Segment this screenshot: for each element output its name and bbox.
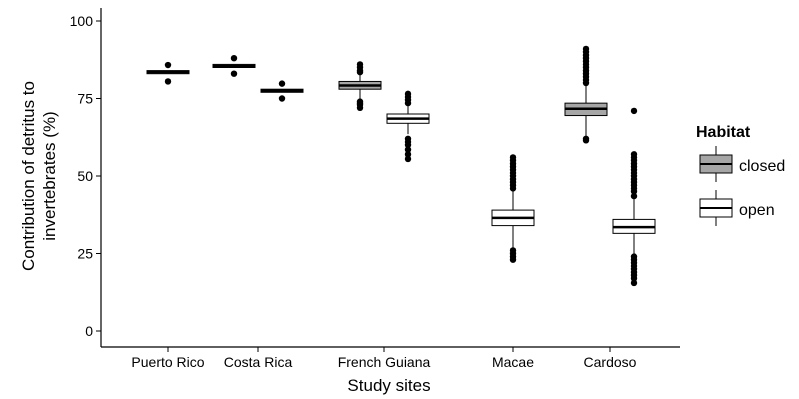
box-open-french-guiana-outlier <box>404 151 412 158</box>
box-open-macae-outlier <box>509 247 517 254</box>
box-open-french-guiana <box>386 90 430 163</box>
box-open-french-guiana-outlier <box>404 146 412 153</box>
box-open-macae-outlier <box>509 154 517 161</box>
y-axis-title-line-1: Contribution of detritus to <box>19 81 38 271</box>
box-open-costa-rica <box>260 80 304 102</box>
x-axis: Puerto Rico Costa Rica French Guiana Macae C… <box>101 346 680 370</box>
legend-title: Habitat <box>696 124 751 141</box>
box-open-cardoso-outlier <box>630 107 638 115</box>
box-closed-puerto-rico <box>146 61 190 85</box>
box-open-costa-rica-outlier <box>278 80 286 87</box>
box-closed-cardoso <box>564 45 608 144</box>
legend: Habitat closed open <box>696 124 785 226</box>
box-open-cardoso-outlier <box>630 279 638 287</box>
legend-keys <box>699 146 733 226</box>
box-layer <box>146 45 656 287</box>
y-tick-label: 100 <box>70 13 94 29</box>
box-closed-french-guiana-outlier <box>356 98 364 105</box>
legend-label-closed: closed <box>739 158 785 175</box>
box-open-french-guiana-outlier <box>404 135 412 142</box>
box-closed-puerto-rico-outlier <box>164 61 172 69</box>
legend-key-open <box>699 190 733 226</box>
x-tick-label-cardoso: Cardoso <box>584 354 637 370</box>
box-open-macae <box>491 154 535 263</box>
box-closed-costa-rica <box>212 55 256 77</box>
box-open-french-guiana-outlier <box>404 155 412 163</box>
x-tick-label-french-guiana: French Guiana <box>338 354 431 370</box>
y-tick-label: 75 <box>77 91 93 107</box>
x-tick-label-macae: Macae <box>492 354 534 370</box>
box-closed-cardoso-outlier <box>582 45 590 53</box>
y-axis: 0 25 50 75 100 <box>70 8 102 347</box>
box-open-cardoso-outlier <box>630 192 638 200</box>
box-open-costa-rica-outlier <box>278 95 286 102</box>
y-tick-label: 25 <box>77 246 93 262</box>
x-tick-label-costa-rica: Costa Rica <box>224 354 293 370</box>
box-closed-costa-rica-outlier <box>230 70 238 77</box>
box-closed-cardoso-outlier <box>582 135 590 142</box>
legend-key-closed <box>699 146 733 182</box>
box-closed-french-guiana-outlier <box>356 61 364 68</box>
legend-label-open: open <box>739 202 775 219</box>
box-open-cardoso-outlier <box>630 151 638 158</box>
box-open-cardoso-outlier <box>630 253 638 260</box>
box-closed-french-guiana <box>338 61 382 112</box>
y-axis-title-line-2: invertebrates (%) <box>40 111 59 240</box>
box-closed-puerto-rico-outlier <box>164 78 172 85</box>
y-tick-label: 50 <box>77 168 93 184</box>
y-tick-label: 0 <box>85 323 93 339</box>
x-axis-title: Study sites <box>347 376 430 395</box>
y-axis-title: Contribution of detritus to invertebrate… <box>19 81 59 271</box>
x-tick-label-puerto-rico: Puerto Rico <box>131 354 204 370</box>
box-closed-costa-rica-outlier <box>230 55 238 62</box>
box-open-french-guiana-outlier <box>404 90 412 98</box>
box-open-cardoso <box>612 107 656 287</box>
